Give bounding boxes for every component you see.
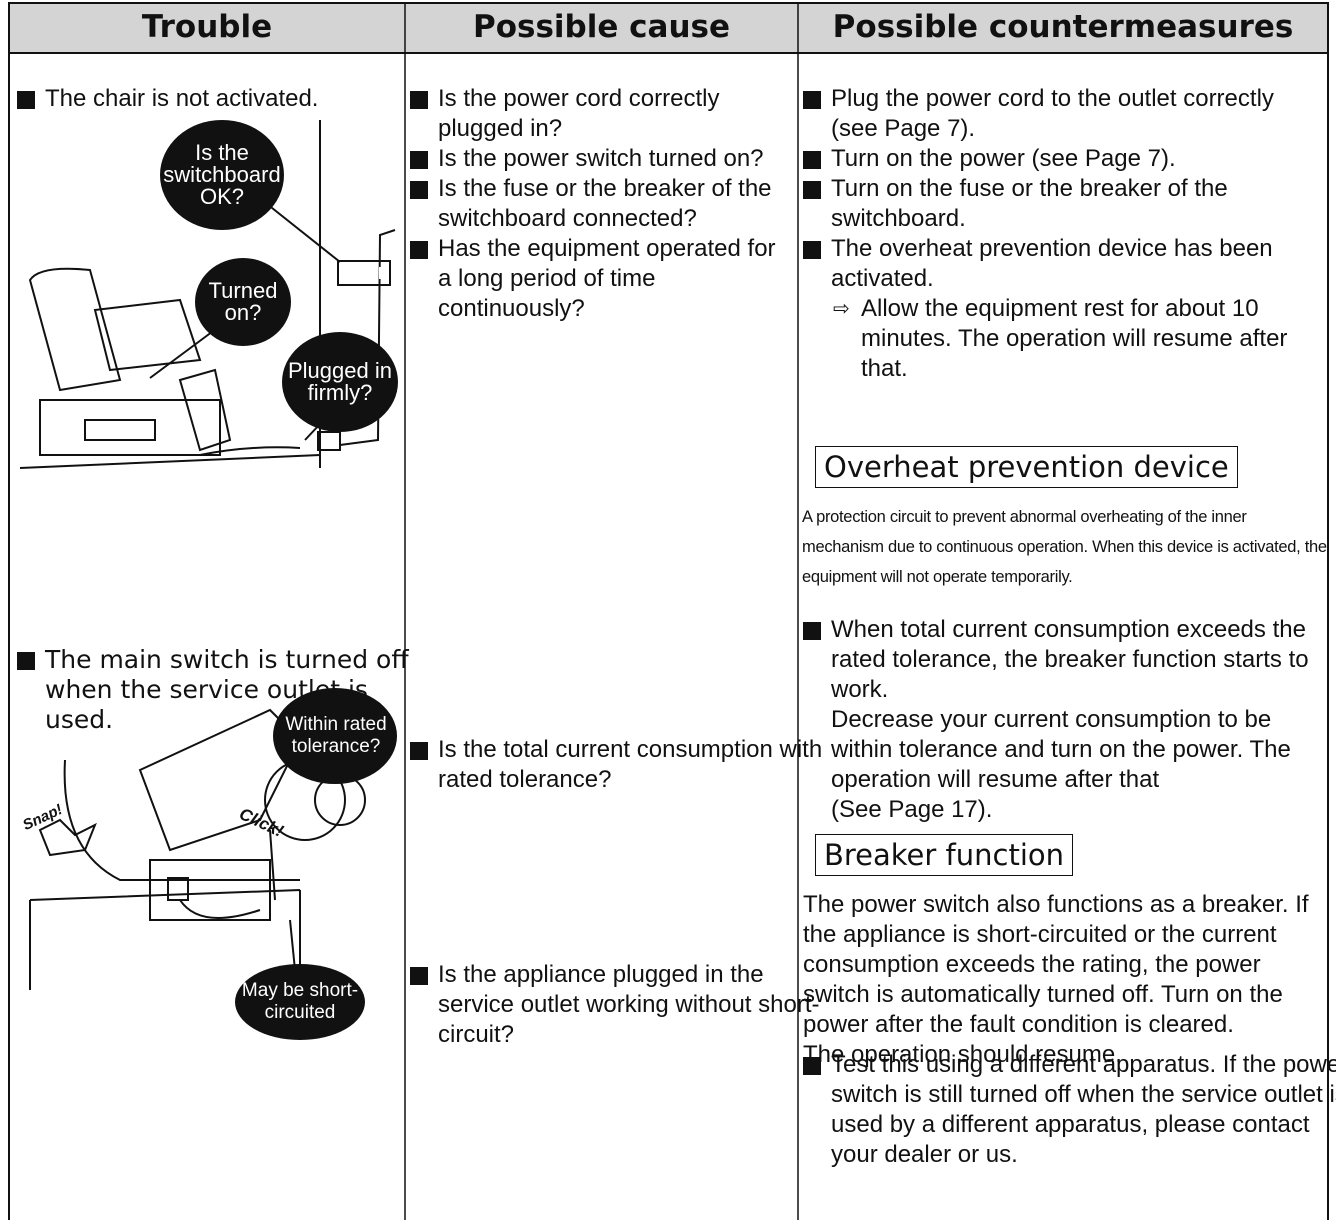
cause: Is the appliance plugged in the service … [410, 960, 823, 1050]
countermeasure-list: When total current consumption exceeds t… [803, 615, 1323, 825]
countermeasure: Test this using a different apparatus. I… [803, 1050, 1336, 1170]
cause: Has the equipment operated for a long pe… [410, 234, 795, 324]
countermeasure-continuation: (See Page 17). [831, 796, 993, 823]
box-paragraph: The operation should resume. [803, 1041, 1122, 1068]
column-header: Trouble [141, 9, 273, 45]
countermeasure-sub: Allow the equipment rest for about 10 mi… [803, 294, 1323, 384]
column-header: Possible countermeasures [832, 9, 1294, 45]
box-title: Breaker function [815, 834, 1074, 876]
countermeasure: Turn on the fuse or the breaker of the s… [803, 174, 1323, 234]
callout: Plugged in firmly? [288, 358, 392, 405]
countermeasure-list: Plug the power cord to the outlet correc… [803, 84, 1323, 384]
box-title: Overheat prevention device [815, 446, 1238, 488]
cause: Is the total current consumption with ra… [410, 735, 823, 795]
countermeasure-continuation: Decrease your current consumption to be … [831, 706, 1291, 793]
cause: Is the fuse or the breaker of the switch… [410, 174, 795, 234]
callout: Turned on? [208, 278, 278, 325]
callout: Within rated tolerance? [285, 714, 387, 757]
trouble: The chair is not activated. [17, 84, 425, 114]
cause: Is the power switch turned on? [410, 144, 795, 174]
column-header: Possible cause [472, 9, 731, 45]
box-text: The power switch also functions as a bre… [803, 890, 1325, 1070]
countermeasure: The overheat prevention device has been … [803, 234, 1323, 294]
cause: Is the power cord correctly plugged in? [410, 84, 795, 144]
callout: May be short-circuited [241, 980, 359, 1023]
box-paragraph: The power switch also functions as a bre… [803, 891, 1309, 1038]
callout: Is the switchboard OK? [163, 140, 281, 209]
cause-list: Is the power cord correctly plugged in? … [410, 84, 795, 324]
box-text: A protection circuit to prevent abnormal… [802, 508, 1327, 586]
countermeasure: Turn on the power (see Page 7). [803, 144, 1323, 174]
trouble: The main switch is turned off when the s… [17, 645, 425, 735]
countermeasure: Plug the power cord to the outlet correc… [803, 84, 1323, 144]
countermeasure: When total current consumption exceeds t… [803, 615, 1323, 705]
